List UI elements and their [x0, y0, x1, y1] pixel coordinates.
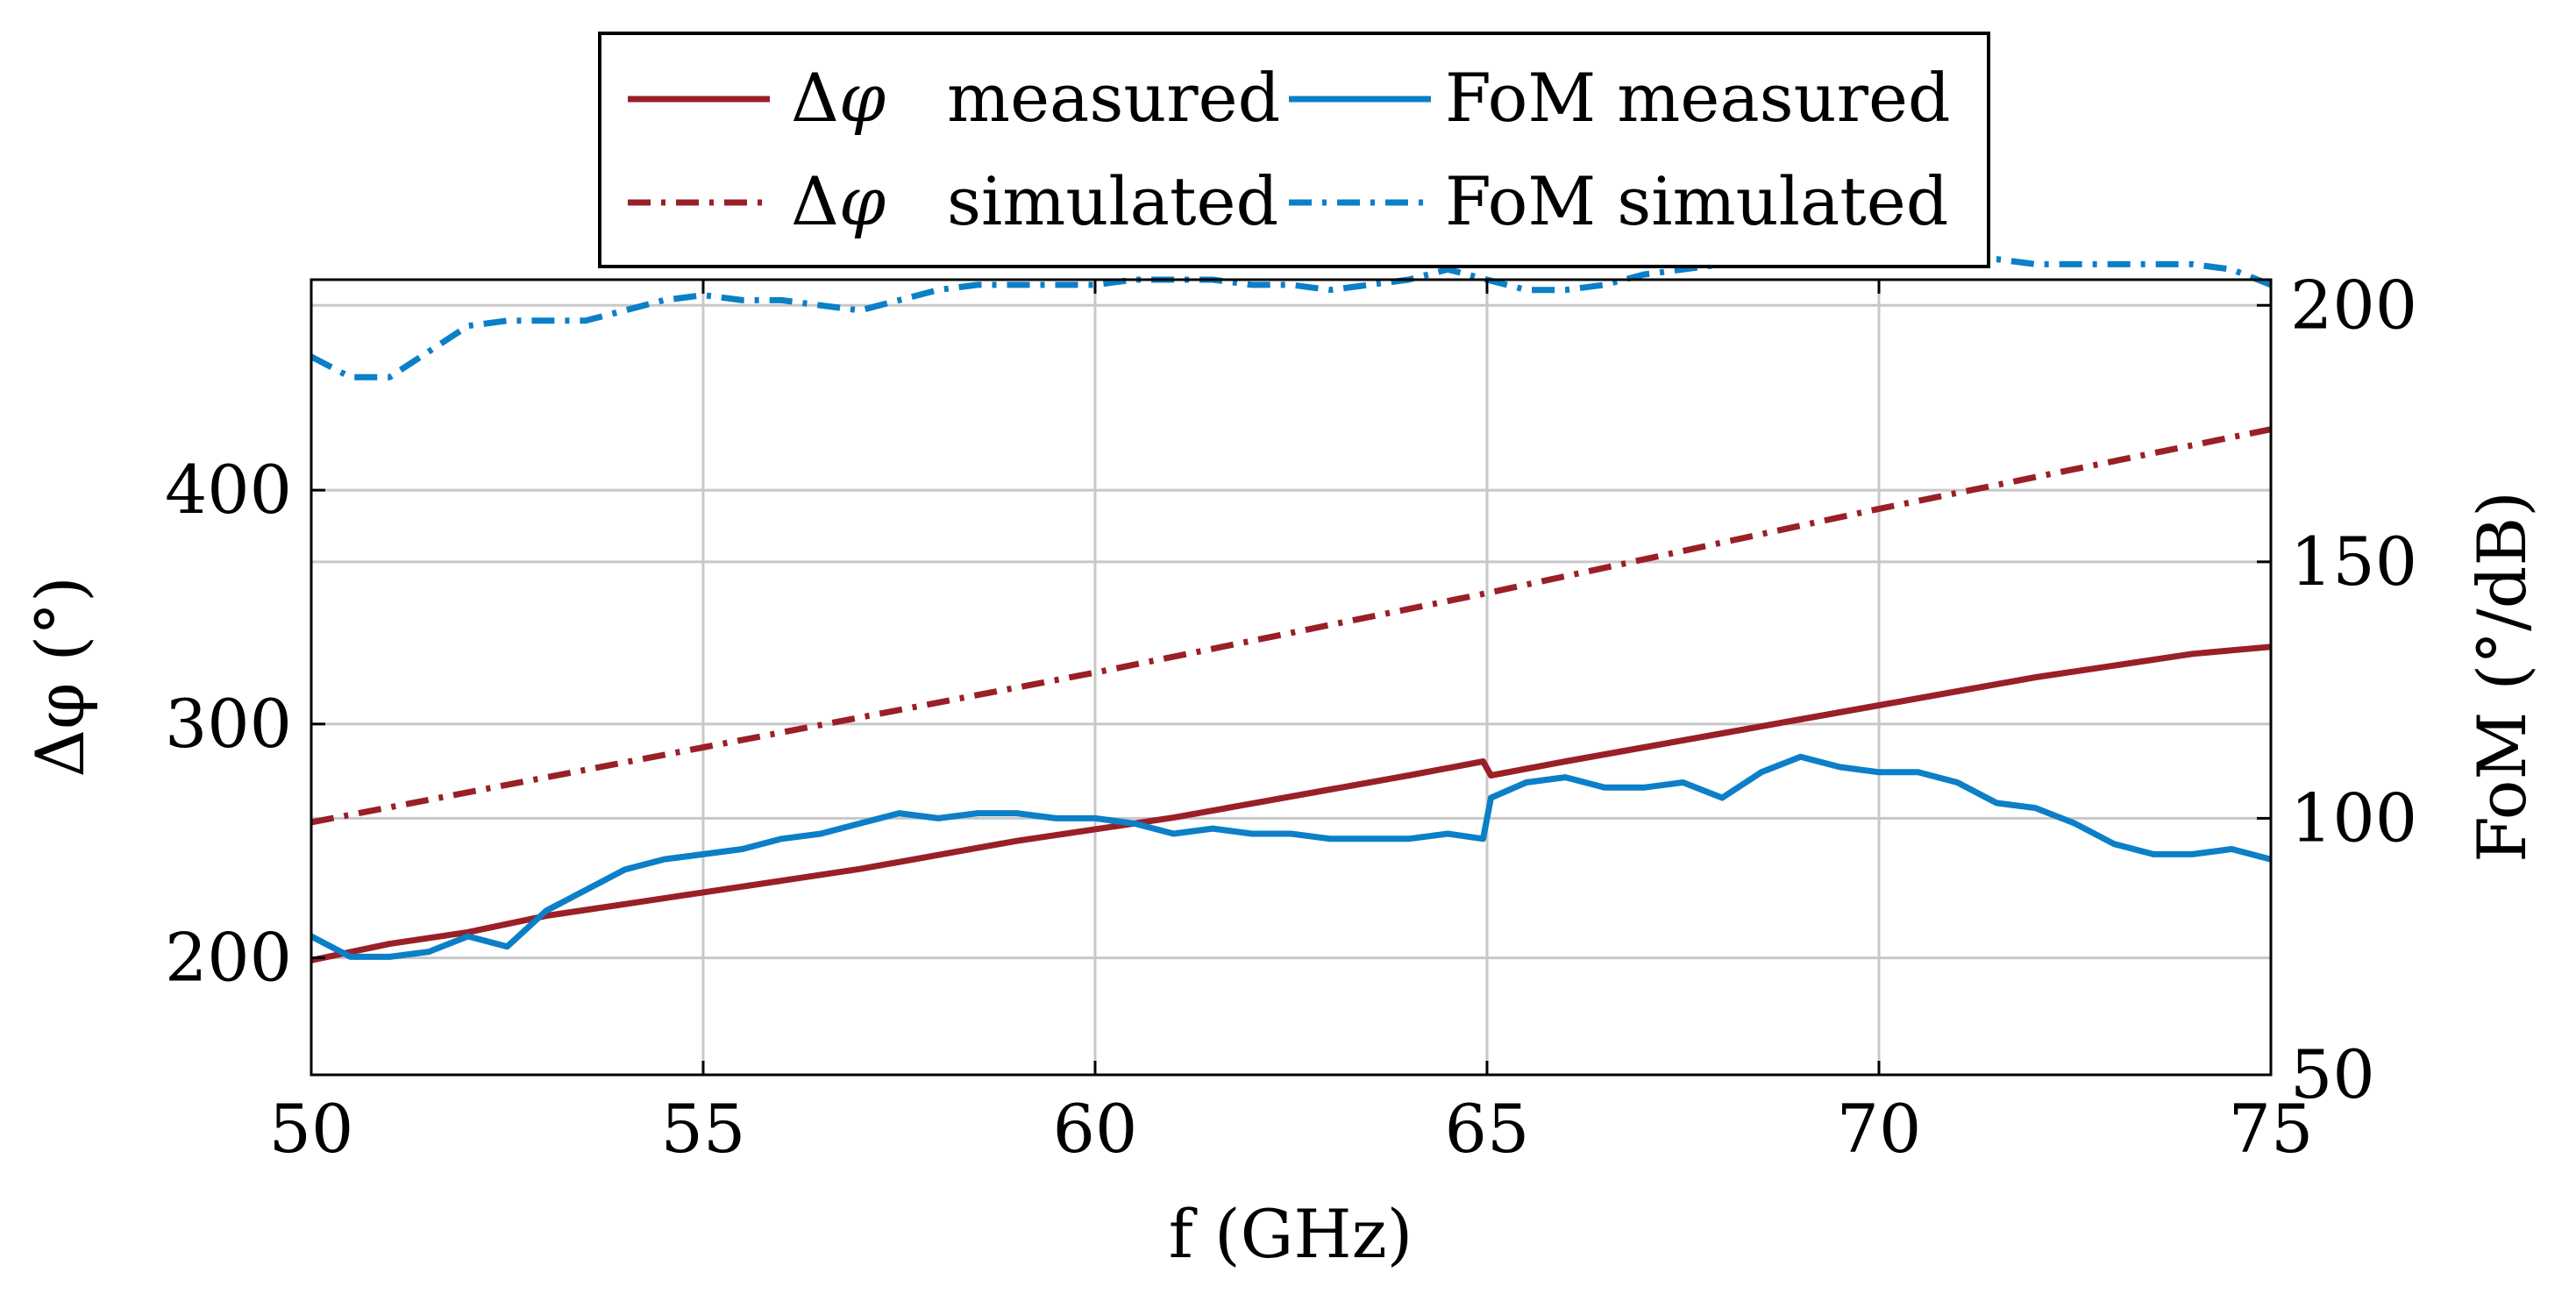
series-line-fom-measured: [310, 753, 2272, 960]
series-line-measured: [310, 643, 2272, 963]
y-tick-label-right: 150: [2290, 523, 2417, 601]
y-tick-label-right: 200: [2290, 266, 2417, 344]
x-tick-label: 65: [1445, 1090, 1530, 1168]
legend-label-fom-simulated: FoM simulated: [1445, 162, 1948, 240]
series-line-simulated: [310, 426, 2272, 826]
legend: Δφ measured FoM measured Δφ simulated Fo…: [598, 32, 1990, 268]
x-tick-label: 70: [1837, 1090, 1922, 1168]
plot-frame: [310, 278, 2273, 1077]
y-axis-label-right: FoM (°/dB): [2463, 491, 2541, 863]
x-tick-label: 50: [269, 1090, 354, 1168]
x-tick-label: 75: [2229, 1090, 2314, 1168]
y-tick-label-right: 100: [2290, 779, 2417, 857]
x-axis-label: f (GHz): [1169, 1195, 1413, 1273]
legend-box: [598, 32, 1990, 268]
series-lines: [310, 256, 2273, 963]
legend-label-fom-measured: FoM measured: [1445, 59, 1951, 137]
axis-ticks: 50 55 60 65 70 75 200 300 400 50 100 150 200: [165, 266, 2417, 1168]
legend-delta-symbol-2: Δφ: [791, 162, 886, 240]
y-tick-label-right: 50: [2290, 1035, 2375, 1113]
y-tick-label-left: 400: [165, 451, 292, 529]
legend-label-dphi-simulated: simulated: [947, 162, 1278, 240]
legend-delta-symbol: Δφ: [791, 59, 886, 137]
x-tick-label: 55: [661, 1090, 746, 1168]
y-tick-label-left: 200: [165, 919, 292, 997]
series-line-fom-simulated: [310, 256, 2273, 380]
legend-label-dphi-measured: measured: [947, 59, 1280, 137]
x-tick-label: 60: [1053, 1090, 1138, 1168]
y-tick-label-left: 300: [165, 685, 292, 763]
y-axis-label-left: Δφ (°): [21, 576, 99, 778]
grid-lines: [311, 280, 2271, 1075]
